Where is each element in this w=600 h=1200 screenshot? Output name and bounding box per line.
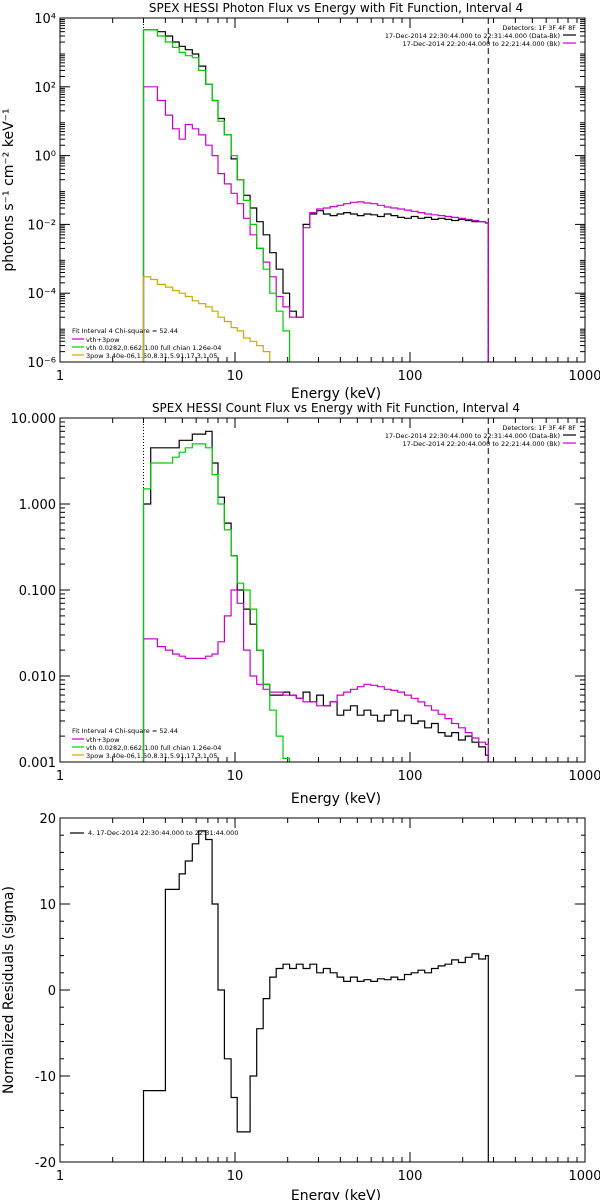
y-tick-label: 0.010 <box>19 670 56 685</box>
y-tick-label: 0.100 <box>19 584 56 599</box>
fit-header: Fit Interval 4 Chi-square = 52.44 <box>72 327 178 335</box>
x-tick-label: 100 <box>398 1169 423 1184</box>
photon-flux-panel: SPEX HESSI Photon Flux vs Energy with Fi… <box>1 1 600 402</box>
x-tick-label: 1000 <box>568 369 600 384</box>
fit-legend-vth-3pow: vth+3pow <box>86 736 120 744</box>
x-tick-label: 1 <box>56 769 64 784</box>
series-vth-3pow <box>142 86 489 362</box>
x-tick-label: 10 <box>227 1169 244 1184</box>
detectors-label: Detectors: 1F 3F 4F 8F <box>502 24 576 32</box>
plot-frame <box>59 417 586 763</box>
y-tick-label: -10 <box>35 1070 56 1085</box>
series-3pow <box>142 276 271 362</box>
residual-legend-text: 4. 17-Dec-2014 22:30:44.000 to 22:31:44.… <box>88 829 238 837</box>
fit-legend-3pow: 3pow 3.40e-06,1.50,8.31,5.91,17.3,1.05 <box>86 352 217 360</box>
y-tick-label: 10⁻² <box>27 218 56 233</box>
fit-legend-vth-3pow: vth+3pow <box>86 336 120 344</box>
y-tick-label: 10⁴ <box>34 12 56 27</box>
plot-frame <box>59 17 586 363</box>
fit-header: Fit Interval 4 Chi-square = 52.44 <box>72 727 178 735</box>
x-tick-label: 10 <box>227 769 244 784</box>
x-tick-label: 10 <box>227 369 244 384</box>
x-tick-label: 100 <box>398 369 423 384</box>
x-tick-label: 1 <box>56 1169 64 1184</box>
legend-data-minus-background: 17-Dec-2014 22:30:44.000 to 22:31:44.000… <box>385 432 560 440</box>
y-tick-label: 10⁻⁴ <box>27 287 56 302</box>
x-tick-label: 1 <box>56 369 64 384</box>
x-tick-label: 1000 <box>568 769 600 784</box>
series-vth-3pow <box>142 589 489 762</box>
chart-title: SPEX HESSI Count Flux vs Energy with Fit… <box>152 401 520 415</box>
chart-title: SPEX HESSI Photon Flux vs Energy with Fi… <box>149 1 523 15</box>
y-tick-label: 10⁻⁶ <box>27 356 56 371</box>
y-tick-label: -20 <box>35 1156 56 1171</box>
plot-frame <box>59 817 586 1163</box>
y-axis-label: Normalized Residuals (sigma) <box>1 886 17 1094</box>
count-flux-panel: SPEX HESSI Count Flux vs Energy with Fit… <box>11 401 600 807</box>
x-axis-label: Energy (keV) <box>291 386 381 402</box>
series-4-17-dec-2014-22-30-44-000-to-22-31-44-000 <box>142 830 489 1162</box>
x-tick-label: 1000 <box>568 1169 600 1184</box>
legend-background: 17-Dec-2014 22:20:44.000 to 22:21:44.000… <box>403 440 561 448</box>
y-tick-label: 10⁰ <box>34 150 56 165</box>
legend-data-minus-background: 17-Dec-2014 22:30:44.000 to 22:31:44.000… <box>385 32 560 40</box>
y-axis-label: photons s⁻¹ cm⁻² keV⁻¹ <box>1 108 17 271</box>
fit-legend-vth: vth 0.0282,0.662,1.00 full chian 1.26e-0… <box>86 344 221 352</box>
legend-background: 17-Dec-2014 22:20:44.000 to 22:21:44.000… <box>403 40 561 48</box>
residuals-panel: Energy (keV) Normalized Residuals (sigma… <box>1 812 600 1200</box>
detectors-label: Detectors: 1F 3F 4F 8F <box>502 424 576 432</box>
y-tick-label: 10² <box>34 81 56 96</box>
y-tick-label: 0 <box>48 984 56 999</box>
x-axis-label: Energy (keV) <box>291 1188 381 1200</box>
y-tick-label: 1.000 <box>19 498 56 513</box>
fit-legend-3pow: 3pow 3.40e-06,1.50,8.31,5.91,17.3,1.05 <box>86 752 217 760</box>
fit-legend-vth: vth 0.0282,0.662,1.00 full chian 1.26e-0… <box>86 744 221 752</box>
y-tick-label: 10 <box>39 898 56 913</box>
y-tick-label: 20 <box>39 812 56 827</box>
series-vth <box>142 443 291 762</box>
x-axis-label: Energy (keV) <box>291 791 381 807</box>
y-tick-label: 10.000 <box>11 412 57 427</box>
series-vth <box>142 29 291 362</box>
y-tick-label: 0.001 <box>19 756 56 771</box>
x-tick-label: 100 <box>398 769 423 784</box>
